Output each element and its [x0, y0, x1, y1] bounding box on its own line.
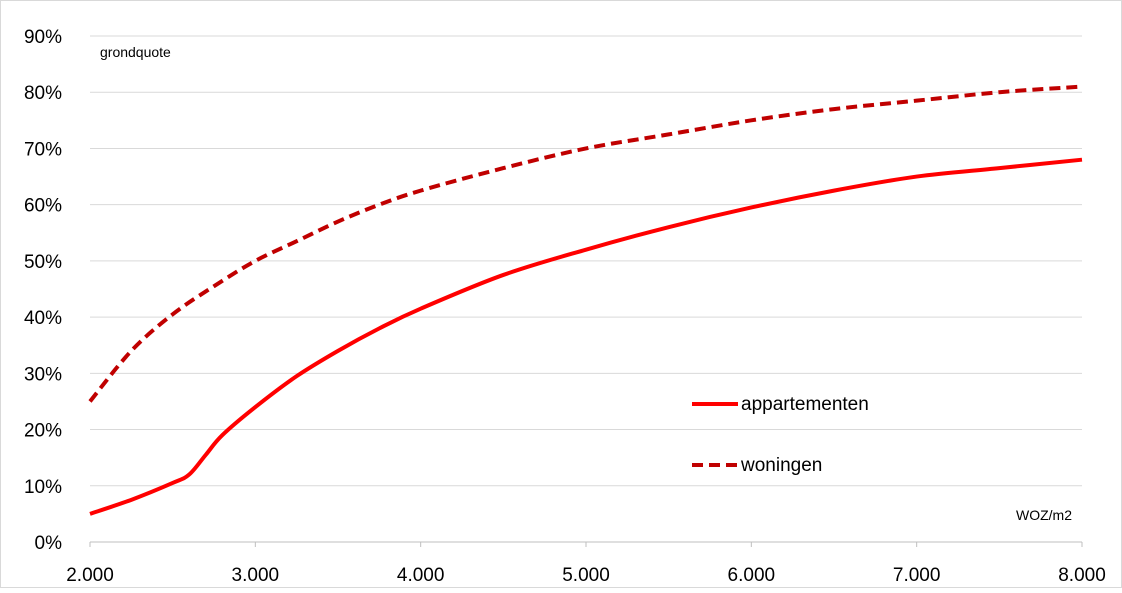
x-axis-title: WOZ/m2: [1016, 507, 1072, 523]
y-tick-label: 40%: [24, 308, 62, 329]
x-tick-label: 4.000: [397, 565, 445, 586]
y-tick-label: 0%: [35, 533, 63, 554]
x-tick-label: 7.000: [893, 565, 941, 586]
series-lines: [88, 84, 1083, 516]
y-tick-label: 90%: [24, 27, 62, 48]
legend: appartementen woningen: [692, 394, 869, 476]
y-axis-ticks: 0% 10% 20% 30% 40% 50% 60% 70% 80% 90%: [24, 27, 62, 554]
y-tick-label: 80%: [24, 83, 62, 104]
x-tick-label: 6.000: [728, 565, 776, 586]
y-tick-label: 30%: [24, 364, 62, 385]
series-line-appartementen: [89, 157, 1083, 516]
y-tick-label: 70%: [24, 139, 62, 160]
x-axis-ticks: 2.000 3.000 4.000 5.000 6.000 7.000 8.000: [66, 542, 1106, 586]
gridlines: [90, 35, 1082, 543]
legend-label-appartementen: appartementen: [741, 394, 869, 415]
x-tick-label: 8.000: [1058, 565, 1106, 586]
y-axis-title: grondquote: [100, 44, 171, 60]
y-tick-label: 50%: [24, 252, 62, 273]
legend-label-woningen: woningen: [740, 455, 822, 476]
y-tick-label: 10%: [24, 477, 62, 498]
y-tick-label: 60%: [24, 196, 62, 217]
x-tick-label: 3.000: [232, 565, 280, 586]
x-tick-label: 2.000: [66, 565, 114, 586]
x-tick-label: 5.000: [562, 565, 610, 586]
y-tick-label: 20%: [24, 421, 62, 442]
